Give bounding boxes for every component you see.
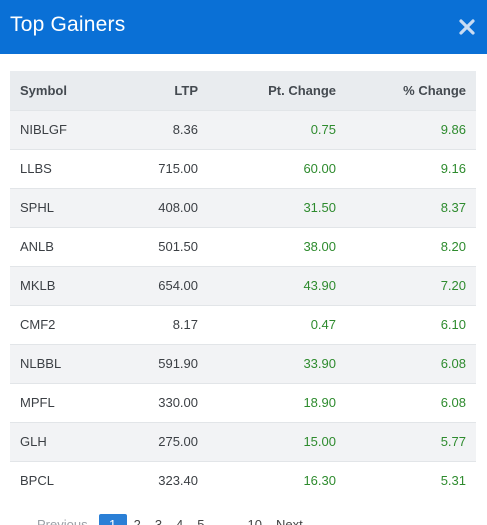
cell-pct-change: 9.16 — [346, 148, 476, 188]
cell-symbol: CMF2 — [10, 304, 128, 344]
cell-pt-change: 60.00 — [208, 148, 346, 188]
cell-ltp: 323.40 — [128, 460, 208, 500]
cell-pct-change: 6.08 — [346, 343, 476, 383]
cell-symbol: MKLB — [10, 265, 128, 305]
table-row[interactable]: MKLB 654.00 43.90 7.20 — [10, 265, 476, 305]
cell-pct-change: 9.86 — [346, 109, 476, 149]
cell-pct-change: 6.10 — [346, 304, 476, 344]
close-icon — [459, 19, 475, 35]
cell-symbol: NIBLGF — [10, 109, 128, 149]
pagination-previous[interactable]: Previous — [37, 517, 88, 525]
cell-pct-change: 6.08 — [346, 382, 476, 422]
column-header-ltp[interactable]: LTP — [174, 82, 198, 98]
cell-ltp: 591.90 — [128, 343, 208, 383]
cell-pct-change: 8.20 — [346, 226, 476, 266]
cell-pt-change: 33.90 — [208, 343, 346, 383]
gainers-table: Symbol LTP Pt. Change % Change NIBLGF 8.… — [10, 71, 476, 500]
cell-ltp: 275.00 — [128, 421, 208, 461]
cell-pt-change: 16.30 — [208, 460, 346, 500]
pagination-page-3[interactable]: 3 — [154, 517, 163, 525]
table-row[interactable]: NIBLGF 8.36 0.75 9.86 — [10, 109, 476, 149]
cell-symbol: MPFL — [10, 382, 128, 422]
cell-pt-change: 0.75 — [208, 109, 346, 149]
cell-symbol: BPCL — [10, 460, 128, 500]
table-row[interactable]: ANLB 501.50 38.00 8.20 — [10, 226, 476, 266]
cell-ltp: 8.36 — [128, 109, 208, 149]
pagination-page-2[interactable]: 2 — [133, 517, 141, 525]
cell-pt-change: 43.90 — [208, 265, 346, 305]
pagination-page-10[interactable]: 10 — [247, 517, 262, 525]
gainers-table-container: Symbol LTP Pt. Change % Change NIBLGF 8.… — [10, 71, 476, 500]
column-header-pt-change[interactable]: Pt. Change — [268, 82, 336, 98]
cell-ltp: 408.00 — [128, 187, 208, 227]
table-row[interactable]: CMF2 8.17 0.47 6.10 — [10, 304, 476, 344]
cell-ltp: 715.00 — [128, 148, 208, 188]
cell-symbol: ANLB — [10, 226, 128, 266]
table-row[interactable]: LLBS 715.00 60.00 9.16 — [10, 148, 476, 188]
modal-header: Top Gainers — [0, 0, 487, 54]
table-row[interactable]: NLBBL 591.90 33.90 6.08 — [10, 343, 476, 383]
table-row[interactable]: SPHL 408.00 31.50 8.37 — [10, 187, 476, 227]
pagination-page-4[interactable]: 4 — [176, 517, 184, 525]
cell-pct-change: 5.77 — [346, 421, 476, 461]
pagination-ellipsis: … — [219, 517, 233, 525]
cell-symbol: LLBS — [10, 148, 128, 188]
cell-pt-change: 0.47 — [208, 304, 346, 344]
cell-pt-change: 38.00 — [208, 226, 346, 266]
cell-pct-change: 7.20 — [346, 265, 476, 305]
cell-symbol: GLH — [10, 421, 128, 461]
table-row[interactable]: BPCL 323.40 16.30 5.31 — [10, 460, 476, 500]
column-header-pct-change[interactable]: % Change — [403, 82, 466, 98]
cell-ltp: 501.50 — [128, 226, 208, 266]
cell-pt-change: 31.50 — [208, 187, 346, 227]
cell-pt-change: 18.90 — [208, 382, 346, 422]
cell-pct-change: 8.37 — [346, 187, 476, 227]
column-header-symbol[interactable]: Symbol — [20, 82, 67, 98]
cell-ltp: 330.00 — [128, 382, 208, 422]
pagination-page-5[interactable]: 5 — [197, 517, 205, 525]
cell-pct-change: 5.31 — [346, 460, 476, 500]
close-button[interactable] — [458, 18, 476, 36]
table-row[interactable]: MPFL 330.00 18.90 6.08 — [10, 382, 476, 422]
cell-ltp: 8.17 — [128, 304, 208, 344]
cell-ltp: 654.00 — [128, 265, 208, 305]
table-row[interactable]: GLH 275.00 15.00 5.77 — [10, 421, 476, 461]
pagination: Previous 1 2 3 4 5 … 10 Next — [30, 514, 310, 525]
cell-symbol: SPHL — [10, 187, 128, 227]
modal-title: Top Gainers — [10, 13, 126, 36]
pagination-page-1[interactable]: 1 — [98, 514, 127, 525]
cell-symbol: NLBBL — [10, 343, 128, 383]
pagination-next[interactable]: Next — [275, 517, 303, 525]
cell-pt-change: 15.00 — [208, 421, 346, 461]
table-header-row: Symbol LTP Pt. Change % Change — [10, 71, 476, 110]
